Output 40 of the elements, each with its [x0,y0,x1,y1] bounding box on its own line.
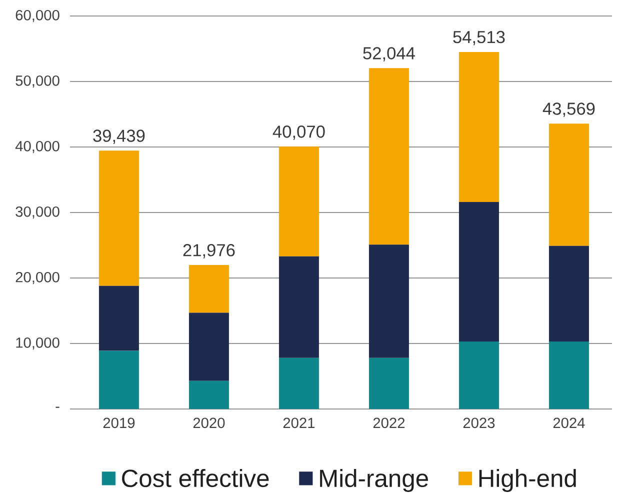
bar [98,350,139,410]
bar [458,342,499,410]
y-tick-label: 50,000 [16,75,60,88]
bar [368,244,409,358]
bar [548,246,589,342]
x-tick-label: 2023 [463,418,495,428]
bar [458,202,499,342]
total-label: 54,513 [453,30,505,46]
bar [188,380,229,410]
bar [548,342,589,410]
total-label: 52,044 [363,47,415,62]
y-tick-label: 10,000 [16,337,60,350]
bar [548,124,589,246]
bar [278,358,319,410]
y-tick-label: 40,000 [15,140,60,154]
legend-label: Mid-range [320,469,428,492]
bar [278,256,319,358]
bar [98,286,139,351]
y-tick-label: 20,000 [16,272,60,284]
total-label: 39,439 [93,130,145,144]
bar [368,68,409,245]
y-tick-label: 30,000 [16,206,60,219]
x-tick-label: 2019 [103,418,135,428]
bar [458,52,499,202]
legend-label: High-end [479,469,576,492]
total-label: 43,569 [542,102,595,117]
bar [98,150,139,286]
bar [188,265,229,313]
y-tick-label: 60,000 [16,10,60,22]
x-tick-label: 2024 [553,418,585,428]
y-tick-label: - [56,406,60,408]
bar [278,146,319,256]
total-label: 21,976 [183,244,235,258]
bar [188,312,229,381]
bar [368,358,409,410]
x-tick-label: 2022 [373,418,405,428]
total-label: 40,070 [272,126,325,140]
legend-label: Cost effective [122,469,269,488]
x-tick-label: 2020 [193,418,225,428]
x-tick-label: 2021 [283,418,315,428]
